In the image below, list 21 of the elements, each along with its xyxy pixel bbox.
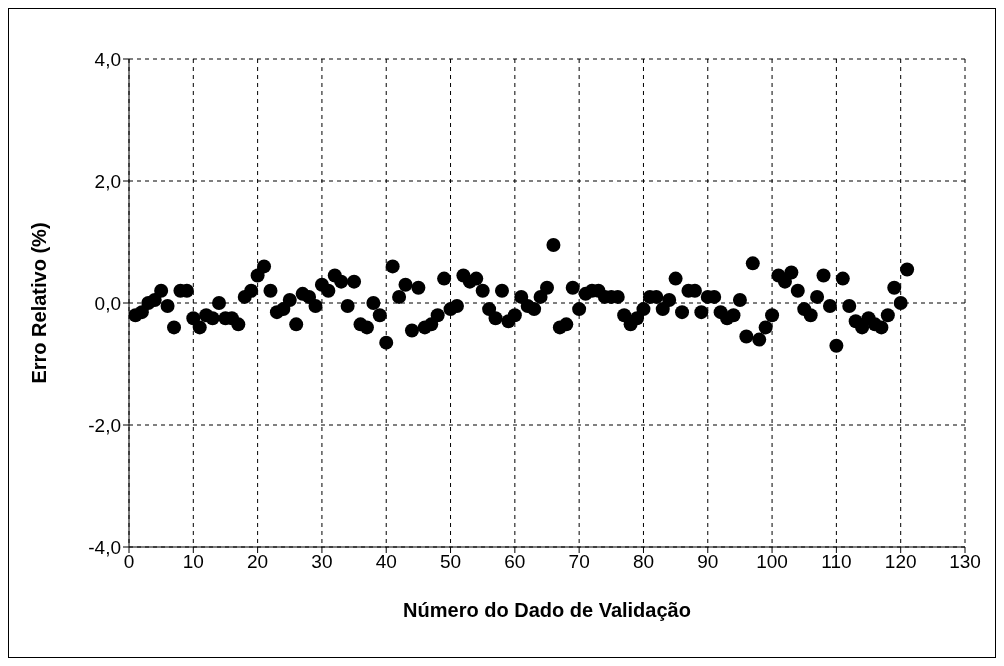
x-tick-label: 30 bbox=[311, 551, 333, 573]
x-tick-label: 40 bbox=[375, 551, 397, 573]
y-tick-label: -2,0 bbox=[88, 414, 121, 436]
x-tick-label: 20 bbox=[247, 551, 269, 573]
x-tick-label: 110 bbox=[821, 551, 852, 573]
x-tick-label: 90 bbox=[697, 551, 719, 573]
y-tick-label: -4,0 bbox=[88, 536, 121, 558]
x-tick-label: 0 bbox=[123, 551, 135, 573]
y-axis-title: Erro Relativo (%) bbox=[28, 222, 51, 384]
x-tick-label: 130 bbox=[949, 551, 981, 573]
x-tick-label: 120 bbox=[884, 551, 917, 573]
y-tick-label: 2,0 bbox=[94, 170, 121, 192]
x-tick-label: 50 bbox=[439, 551, 462, 573]
x-tick-label: 70 bbox=[568, 551, 590, 573]
x-tick-label: 100 bbox=[756, 551, 788, 573]
y-tick-label: 0,0 bbox=[94, 292, 121, 314]
x-tick-label: 80 bbox=[632, 551, 655, 573]
x-tick-label: 10 bbox=[182, 551, 204, 573]
x-tick-label: 60 bbox=[504, 551, 526, 573]
x-axis-title: Número do Dado de Validação bbox=[403, 599, 691, 621]
y-tick-label: 4,0 bbox=[94, 48, 121, 70]
